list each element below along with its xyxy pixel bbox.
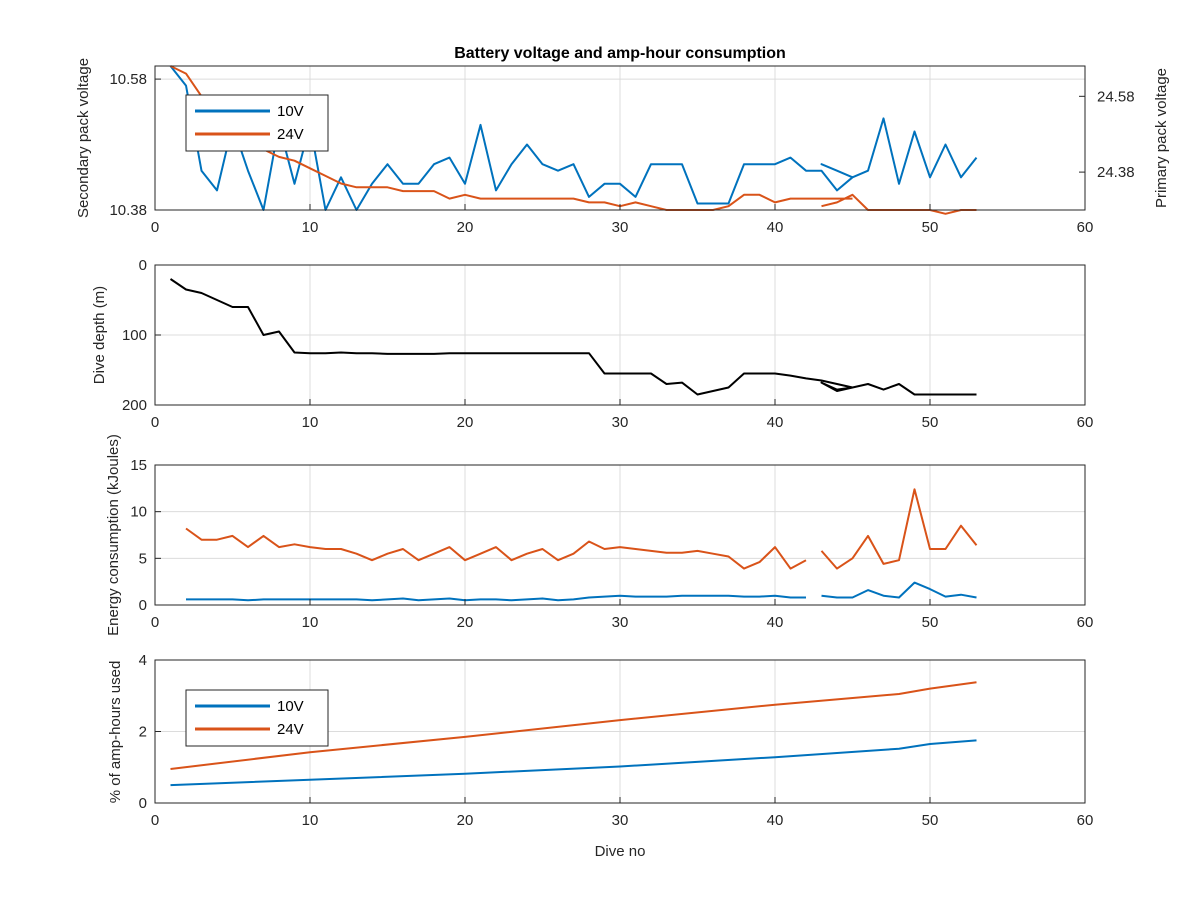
voltage-panel: 0 10 20 30 40 50 60 10.38 10.58 24.38 24.58 Batt… bbox=[75, 45, 1170, 236]
energy-grid bbox=[155, 465, 1085, 605]
x-tick-label: 30 bbox=[612, 414, 629, 431]
10v-series-line bbox=[169, 65, 978, 211]
amp-hours-series-group bbox=[170, 681, 977, 787]
primary-voltage-axis-label: Primary pack voltage bbox=[1153, 68, 1170, 208]
x-tick-label: 40 bbox=[767, 414, 784, 431]
legend-10v-label: 10V bbox=[277, 103, 304, 120]
x-tick-label: 0 bbox=[151, 219, 159, 236]
amp-hours-x-ticks: 0 10 20 30 40 50 60 bbox=[151, 797, 1094, 829]
x-tick-label: 60 bbox=[1077, 614, 1094, 631]
voltage-x-ticks: 0 10 20 30 40 50 60 bbox=[151, 204, 1094, 236]
10v-series-line bbox=[186, 581, 977, 602]
x-tick-label: 20 bbox=[457, 414, 474, 431]
10v-series-line bbox=[170, 739, 977, 787]
amp-hours-legend: 10V 24V bbox=[185, 689, 329, 747]
energy-x-ticks: 0 10 20 30 40 50 60 bbox=[151, 599, 1094, 631]
y-tick-label: 10.38 bbox=[109, 202, 147, 219]
y-tick-label: 2 bbox=[139, 724, 147, 741]
x-tick-label: 50 bbox=[922, 219, 939, 236]
x-tick-label: 10 bbox=[302, 812, 319, 829]
y-tick-label: 200 bbox=[122, 397, 147, 414]
depth-y-ticks: 0 100 200 bbox=[122, 257, 161, 414]
depth-series-group bbox=[169, 278, 977, 396]
x-tick-label: 30 bbox=[612, 219, 629, 236]
chart-title: Battery voltage and amp-hour consumption bbox=[454, 45, 786, 62]
x-tick-label: 20 bbox=[457, 614, 474, 631]
24v-series-line bbox=[185, 488, 978, 570]
x-tick-label: 10 bbox=[302, 414, 319, 431]
y-tick-label: 5 bbox=[139, 550, 147, 567]
x-tick-label: 50 bbox=[922, 414, 939, 431]
y-tick-label: 0 bbox=[139, 795, 147, 812]
legend-24v-label: 24V bbox=[277, 721, 304, 738]
amp-hours-axis-label: % of amp-hours used bbox=[107, 661, 124, 804]
x-tick-label: 60 bbox=[1077, 812, 1094, 829]
amp-hours-y-ticks: 0 2 4 bbox=[139, 652, 161, 812]
depth-series-line bbox=[169, 278, 977, 396]
depth-grid bbox=[155, 265, 1085, 405]
x-tick-label: 0 bbox=[151, 414, 159, 431]
voltage-legend: 10V 24V bbox=[185, 94, 329, 152]
voltage-left-y-ticks: 10.38 10.58 bbox=[109, 71, 161, 219]
x-tick-label: 50 bbox=[922, 614, 939, 631]
x-tick-label: 50 bbox=[922, 812, 939, 829]
legend-10v-label: 10V bbox=[277, 698, 304, 715]
24v-series-line bbox=[170, 681, 977, 770]
energy-panel: 0 10 20 30 40 50 60 0 5 10 15 Energy consumption … bbox=[105, 434, 1093, 636]
x-tick-label: 0 bbox=[151, 812, 159, 829]
x-tick-label: 20 bbox=[457, 219, 474, 236]
x-axis-label: Dive no bbox=[595, 843, 646, 860]
energy-axis-label: Energy consumption (kJoules) bbox=[105, 434, 122, 636]
x-tick-label: 60 bbox=[1077, 219, 1094, 236]
energy-y-ticks: 0 5 10 15 bbox=[130, 457, 161, 614]
x-tick-label: 40 bbox=[767, 219, 784, 236]
depth-panel: 0 10 20 30 40 50 60 0 100 200 Dive depth (m) bbox=[91, 257, 1093, 431]
secondary-voltage-axis-label: Secondary pack voltage bbox=[75, 58, 92, 218]
legend-box bbox=[185, 94, 329, 152]
y2-tick-label: 24.58 bbox=[1097, 88, 1135, 105]
y-tick-label: 100 bbox=[122, 327, 147, 344]
y-tick-label: 15 bbox=[130, 457, 147, 474]
y-tick-label: 10 bbox=[130, 504, 147, 521]
voltage-grid bbox=[155, 66, 1085, 210]
x-tick-label: 40 bbox=[767, 812, 784, 829]
y-tick-label: 0 bbox=[139, 257, 147, 274]
x-tick-label: 10 bbox=[302, 219, 319, 236]
x-tick-label: 30 bbox=[612, 614, 629, 631]
depth-axis-label: Dive depth (m) bbox=[91, 286, 108, 384]
voltage-right-y-ticks: 24.38 24.58 bbox=[1079, 88, 1135, 181]
x-tick-label: 30 bbox=[612, 812, 629, 829]
x-tick-label: 60 bbox=[1077, 414, 1094, 431]
energy-series-group bbox=[185, 488, 978, 602]
y2-tick-label: 24.38 bbox=[1097, 164, 1135, 181]
legend-box bbox=[185, 689, 329, 747]
legend-24v-label: 24V bbox=[277, 126, 304, 143]
x-tick-label: 20 bbox=[457, 812, 474, 829]
y-tick-label: 0 bbox=[139, 597, 147, 614]
depth-x-ticks: 0 10 20 30 40 50 60 bbox=[151, 399, 1094, 431]
x-tick-label: 40 bbox=[767, 614, 784, 631]
x-tick-label: 0 bbox=[151, 614, 159, 631]
x-tick-label: 10 bbox=[302, 614, 319, 631]
amp-hours-panel: 0 10 20 30 40 50 60 0 2 4 % of amp-hours used Di… bbox=[107, 652, 1093, 860]
y-tick-label: 4 bbox=[139, 652, 147, 669]
y-tick-label: 10.58 bbox=[109, 71, 147, 88]
